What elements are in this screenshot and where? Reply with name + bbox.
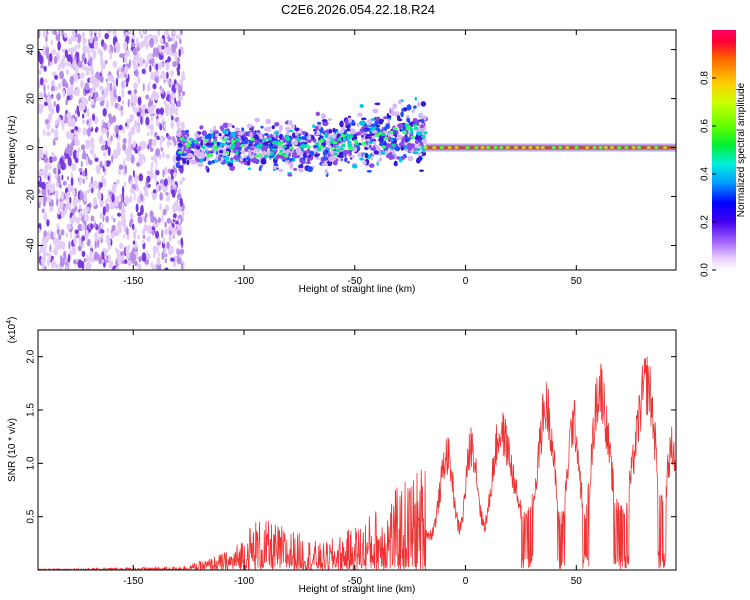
spectrogram-ylabel: Frequency (Hz) [7,116,18,185]
snr-series-line [38,356,676,570]
snr-y-ticks: 0.5 1.0 1.5 2.0 [26,349,676,524]
snr-x-tick-label: -100 [234,576,254,587]
colorbar-tick-label: 0.2 [700,215,711,229]
spectrogram-y-ticks: -40 -20 0 20 40 [26,44,676,253]
spectrogram-y-tick-label: 40 [26,44,37,56]
spectrogram-carrier-line [423,143,676,152]
snr-x-tick-label: -50 [348,576,363,587]
snr-x-tick-label: 50 [571,576,583,587]
spectrogram-noise-region [38,30,186,270]
spectrogram-panel: -150 -100 -50 0 50 -40 -20 0 20 40 Height of str… [7,29,677,295]
snr-x-tick-label: -150 [123,576,143,587]
spectrogram-x-tick-label: 0 [463,276,469,287]
colorbar-tick-label: 0.4 [700,167,711,181]
spectrogram-band-region [175,96,428,178]
snr-y-tick-label: 1.5 [26,403,37,417]
snr-x-ticks: -150 -100 -50 0 50 [123,330,582,587]
spectrogram-xlabel: Height of straight line (km) [299,284,416,295]
spectrogram-x-tick-label: -100 [234,276,254,287]
snr-y-tick-label: 0.5 [26,509,37,523]
spectrogram-x-ticks: -150 -100 -50 0 50 [123,30,582,287]
chart-title: C2E6.2026.054.22.18.R24 [281,2,435,17]
spectrogram-x-tick-label: -150 [123,276,143,287]
spectrogram-y-tick-label: -20 [26,189,37,204]
snr-y-tick-label: 1.0 [26,456,37,470]
colorbar-tick-label: 0.6 [700,119,711,133]
snr-panel: -150 -100 -50 0 50 0.5 1.0 1.5 2.0 Height of st… [6,317,677,595]
colorbar-label: Normalized spectral amplitude [736,82,747,217]
colorbar: 0.0 0.2 0.4 0.6 0.8 Normalized spectral ampl… [700,30,747,277]
colorbar-gradient [712,30,736,270]
snr-x-tick-label: 0 [463,576,469,587]
snr-frame [37,329,677,571]
spectrogram-x-tick-label: -50 [348,276,363,287]
snr-background [38,330,676,570]
spectrogram-marks [38,30,676,270]
colorbar-tick-label: 0.0 [700,263,711,277]
snr-scale-label: (x104) [6,317,18,344]
snr-xlabel: Height of straight line (km) [299,584,416,595]
spectrogram-y-tick-label: 20 [26,93,37,105]
colorbar-tick-label: 0.8 [700,71,711,85]
spectrogram-y-tick-label: 0 [26,144,37,150]
colorbar-ticks: 0.0 0.2 0.4 0.6 0.8 [700,71,716,277]
spectrogram-frame [37,29,677,271]
spectrogram-x-tick-label: 50 [571,276,583,287]
spectrogram-y-tick-label: -40 [26,238,37,253]
snr-ylabel: SNR (10 * v/v) [7,418,18,482]
snr-y-tick-label: 2.0 [26,349,37,363]
